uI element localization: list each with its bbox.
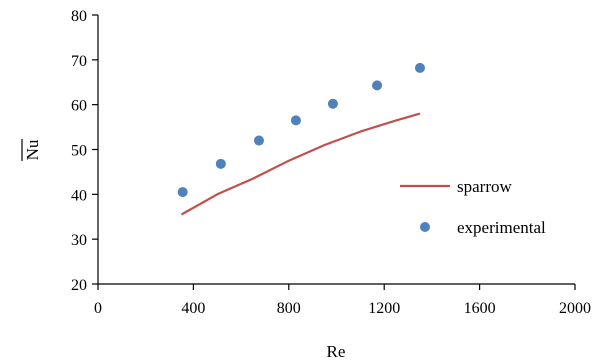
y-tick-label: 20: [71, 277, 87, 294]
legend: sparrow experimental: [400, 177, 546, 237]
y-tick-label: 50: [71, 143, 87, 160]
data-point-experimental: [372, 80, 383, 91]
y-tick-label: 30: [71, 232, 87, 249]
x-tick-label: 1600: [464, 300, 496, 317]
legend-swatch-experimental: [420, 222, 430, 232]
data-point-experimental: [177, 187, 188, 198]
x-axis-title: Re: [327, 342, 346, 361]
series-layer: [177, 62, 425, 216]
legend-label-sparrow: sparrow: [457, 177, 512, 196]
data-point-experimental: [414, 62, 425, 73]
y-axis-title-group: Nu: [21, 139, 42, 161]
x-tick-label: 400: [181, 300, 205, 317]
x-ticks: 0 400 800 1200 1600 2000: [94, 284, 591, 317]
y-tick-label: 60: [71, 98, 87, 115]
y-ticks: 20 30 40 50 60 70 80: [71, 8, 98, 294]
x-tick-label: 800: [277, 300, 301, 317]
y-tick-label: 40: [71, 187, 87, 204]
y-tick-label: 70: [71, 53, 87, 70]
x-tick-label: 0: [94, 300, 102, 317]
y-axis-title: Nu: [23, 139, 42, 160]
series-line-sparrow: [180, 112, 421, 216]
axes: [97, 15, 575, 285]
data-point-experimental: [290, 115, 301, 126]
legend-label-experimental: experimental: [457, 218, 546, 237]
data-point-experimental: [215, 158, 226, 169]
x-tick-label: 1200: [368, 300, 400, 317]
data-point-experimental: [253, 135, 264, 146]
y-tick-label: 80: [71, 8, 87, 25]
data-point-experimental: [327, 98, 338, 109]
x-tick-label: 2000: [559, 300, 591, 317]
